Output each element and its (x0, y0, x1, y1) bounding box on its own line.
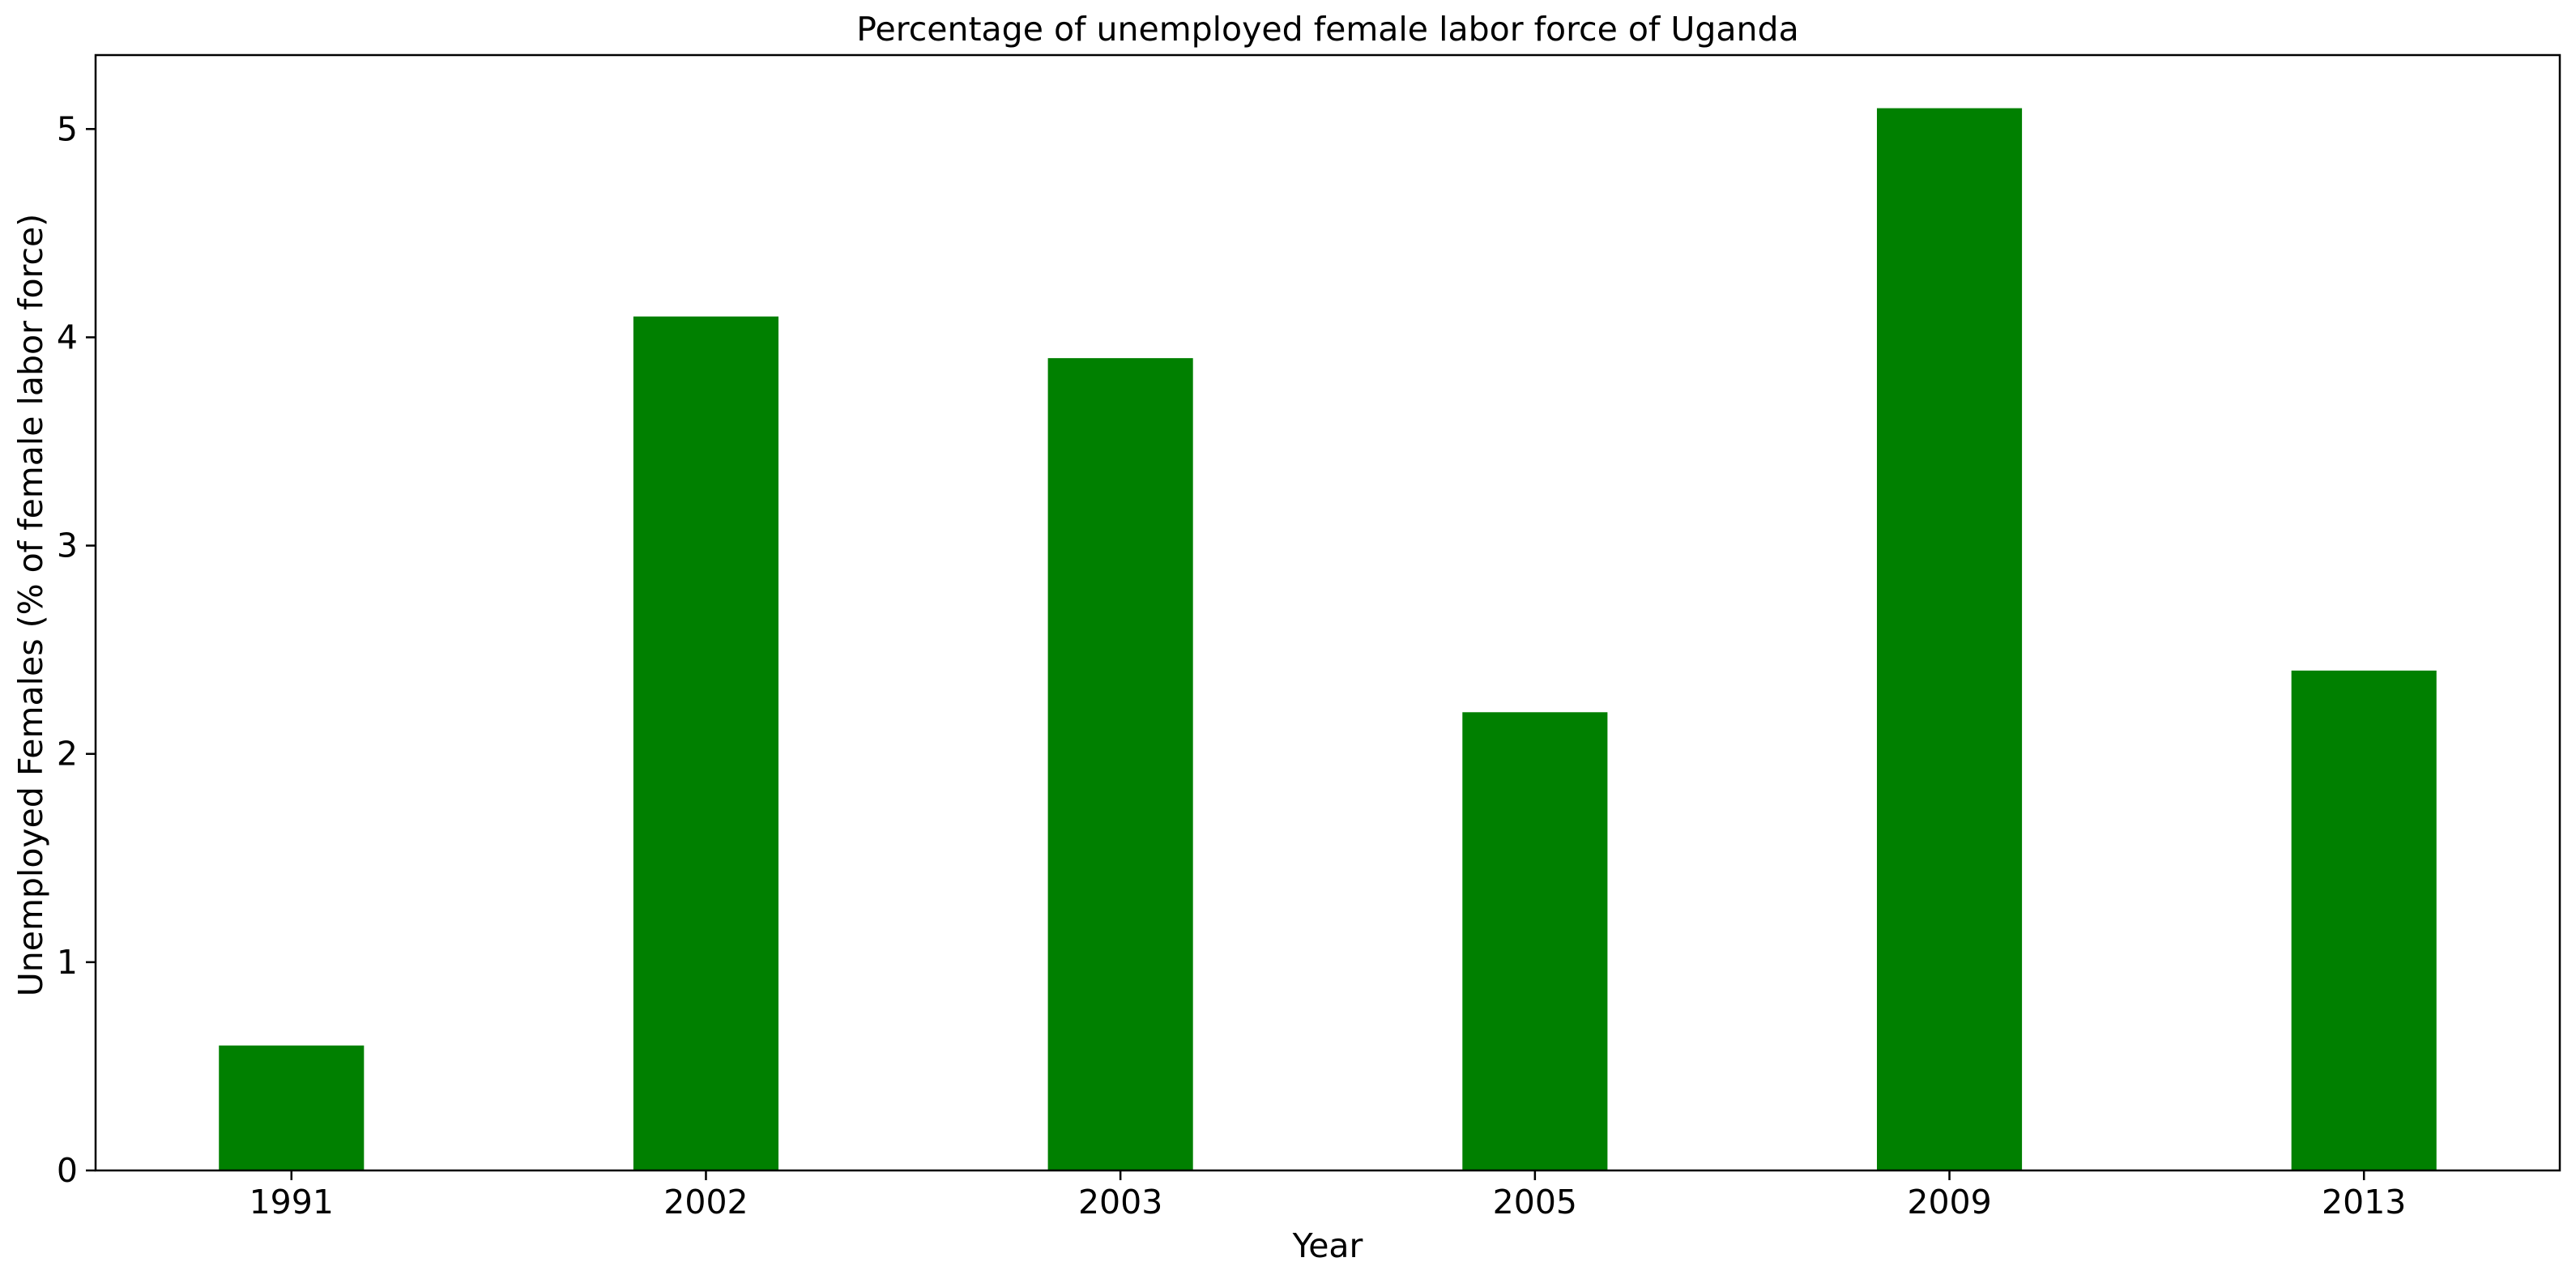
chart-title: Percentage of unemployed female labor fo… (856, 10, 1798, 49)
bar-2002 (633, 316, 779, 1170)
y-tick-label: 2 (57, 735, 78, 774)
x-tick-label: 2009 (1907, 1183, 1991, 1221)
bar-2005 (1462, 712, 1608, 1170)
bar-2003 (1047, 358, 1193, 1171)
y-tick-label: 1 (57, 943, 78, 982)
bar-2013 (2291, 670, 2437, 1170)
y-tick-label: 0 (57, 1151, 78, 1190)
y-tick-label: 4 (57, 318, 78, 356)
x-axis-label: Year (1292, 1226, 1363, 1265)
bar-2009 (1876, 108, 2023, 1171)
y-axis-label: Unemployed Females (% of female labor fo… (11, 214, 50, 997)
x-tick-label: 2005 (1493, 1183, 1577, 1221)
x-axis-ticks: 1991 2002 2003 2005 2009 2013 (249, 1170, 2406, 1221)
y-tick-label: 3 (57, 527, 78, 565)
bar-1991 (219, 1045, 365, 1170)
x-tick-label: 1991 (249, 1183, 334, 1221)
y-axis-ticks: 0 1 2 3 4 5 (57, 109, 96, 1190)
x-tick-label: 2002 (663, 1183, 748, 1221)
bars-group (219, 108, 2437, 1171)
y-tick-label: 5 (57, 109, 78, 148)
plot-frame (94, 53, 2561, 1172)
x-tick-label: 2003 (1078, 1183, 1162, 1221)
x-tick-label: 2013 (2322, 1183, 2406, 1221)
